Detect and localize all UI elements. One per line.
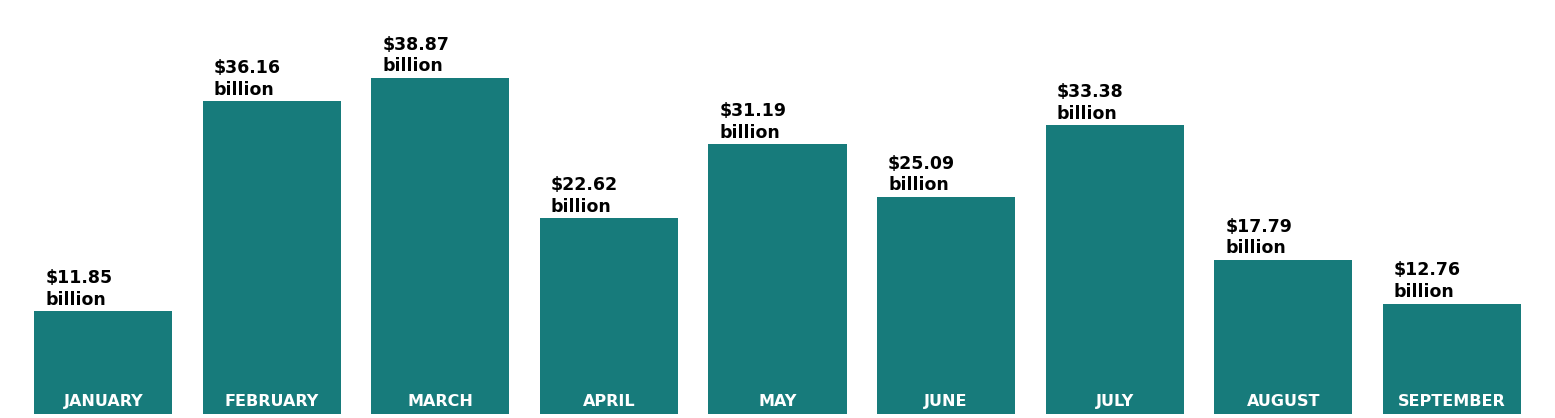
Text: JULY: JULY <box>1096 395 1134 410</box>
Text: $25.09
billion: $25.09 billion <box>888 155 955 194</box>
Text: $31.19
billion: $31.19 billion <box>720 102 787 142</box>
Text: APRIL: APRIL <box>583 395 636 410</box>
Text: $12.76
billion: $12.76 billion <box>1393 261 1460 301</box>
Text: FEBRUARY: FEBRUARY <box>224 395 319 410</box>
Text: $11.85
billion: $11.85 billion <box>45 269 112 309</box>
Bar <box>34 311 173 414</box>
Text: JANUARY: JANUARY <box>64 395 143 410</box>
Text: MAY: MAY <box>759 395 796 410</box>
Bar <box>372 78 510 414</box>
Text: $33.38
billion: $33.38 billion <box>1056 83 1123 122</box>
Text: AUGUST: AUGUST <box>1247 395 1320 410</box>
Bar <box>877 197 1015 414</box>
Text: SEPTEMBER: SEPTEMBER <box>1398 395 1505 410</box>
Text: $17.79
billion: $17.79 billion <box>1225 218 1292 257</box>
Bar <box>202 101 341 414</box>
Text: MARCH: MARCH <box>407 395 473 410</box>
Text: $38.87
billion: $38.87 billion <box>383 36 449 75</box>
Text: JUNE: JUNE <box>924 395 967 410</box>
Text: $36.16
billion: $36.16 billion <box>213 59 281 99</box>
Bar <box>1045 125 1183 414</box>
Bar <box>709 144 846 414</box>
Bar <box>1382 303 1521 414</box>
Bar <box>1214 260 1353 414</box>
Text: $22.62
billion: $22.62 billion <box>550 176 617 216</box>
Bar <box>540 218 678 414</box>
